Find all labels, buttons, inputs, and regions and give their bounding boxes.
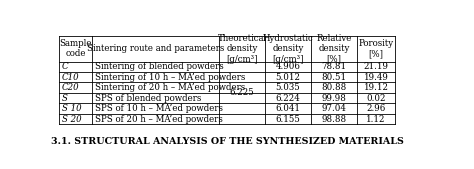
Text: 80.88: 80.88 xyxy=(321,83,346,92)
Text: 6.225: 6.225 xyxy=(229,88,255,98)
Text: Theoretical
density
[g/cm³]: Theoretical density [g/cm³] xyxy=(218,34,267,64)
Text: 5.012: 5.012 xyxy=(275,73,301,82)
Text: 2.96: 2.96 xyxy=(366,104,386,113)
Text: Relative
density
[%]: Relative density [%] xyxy=(316,34,352,64)
Text: Sintering route and parameters: Sintering route and parameters xyxy=(87,44,224,53)
Text: 6.155: 6.155 xyxy=(275,115,301,124)
Text: 21.19: 21.19 xyxy=(364,62,389,71)
Text: 97.04: 97.04 xyxy=(321,104,346,113)
Text: 19.49: 19.49 xyxy=(364,73,389,82)
Text: 3.1. STRUCTURAL ANALYSIS OF THE SYNTHESIZED MATERIALS: 3.1. STRUCTURAL ANALYSIS OF THE SYNTHESI… xyxy=(51,137,404,146)
Text: 99.98: 99.98 xyxy=(321,94,346,103)
Text: 19.12: 19.12 xyxy=(364,83,389,92)
Text: 98.88: 98.88 xyxy=(321,115,346,124)
Text: 1.12: 1.12 xyxy=(366,115,386,124)
Text: S 10: S 10 xyxy=(62,104,82,113)
Text: C10: C10 xyxy=(62,73,80,82)
Text: SPS of 10 h – MA’ed powders: SPS of 10 h – MA’ed powders xyxy=(95,104,223,113)
Text: 78.81: 78.81 xyxy=(321,62,346,71)
Text: 6.041: 6.041 xyxy=(275,104,301,113)
Text: S 20: S 20 xyxy=(62,115,82,124)
Text: Hydrostatic
density
[g/cm³]: Hydrostatic density [g/cm³] xyxy=(263,34,313,64)
Text: Sintering of 10 h – MA’ed powders: Sintering of 10 h – MA’ed powders xyxy=(95,73,245,82)
Text: Sintering of 20 h – MA’ed powders: Sintering of 20 h – MA’ed powders xyxy=(95,83,245,92)
Text: Porosity
[%]: Porosity [%] xyxy=(358,39,393,58)
Text: SPS of blended powders: SPS of blended powders xyxy=(95,94,201,103)
Text: C: C xyxy=(62,62,68,71)
Text: Sintering of blended powders: Sintering of blended powders xyxy=(95,62,224,71)
Text: 0.02: 0.02 xyxy=(366,94,386,103)
Text: 5.035: 5.035 xyxy=(275,83,301,92)
Text: S: S xyxy=(62,94,68,103)
Text: Sample
code: Sample code xyxy=(60,39,92,58)
Text: C20: C20 xyxy=(62,83,80,92)
Text: SPS of 20 h – MA’ed powders: SPS of 20 h – MA’ed powders xyxy=(95,115,223,124)
Text: 4.906: 4.906 xyxy=(275,62,301,71)
Text: 80.51: 80.51 xyxy=(321,73,346,82)
Text: 6.224: 6.224 xyxy=(275,94,301,103)
